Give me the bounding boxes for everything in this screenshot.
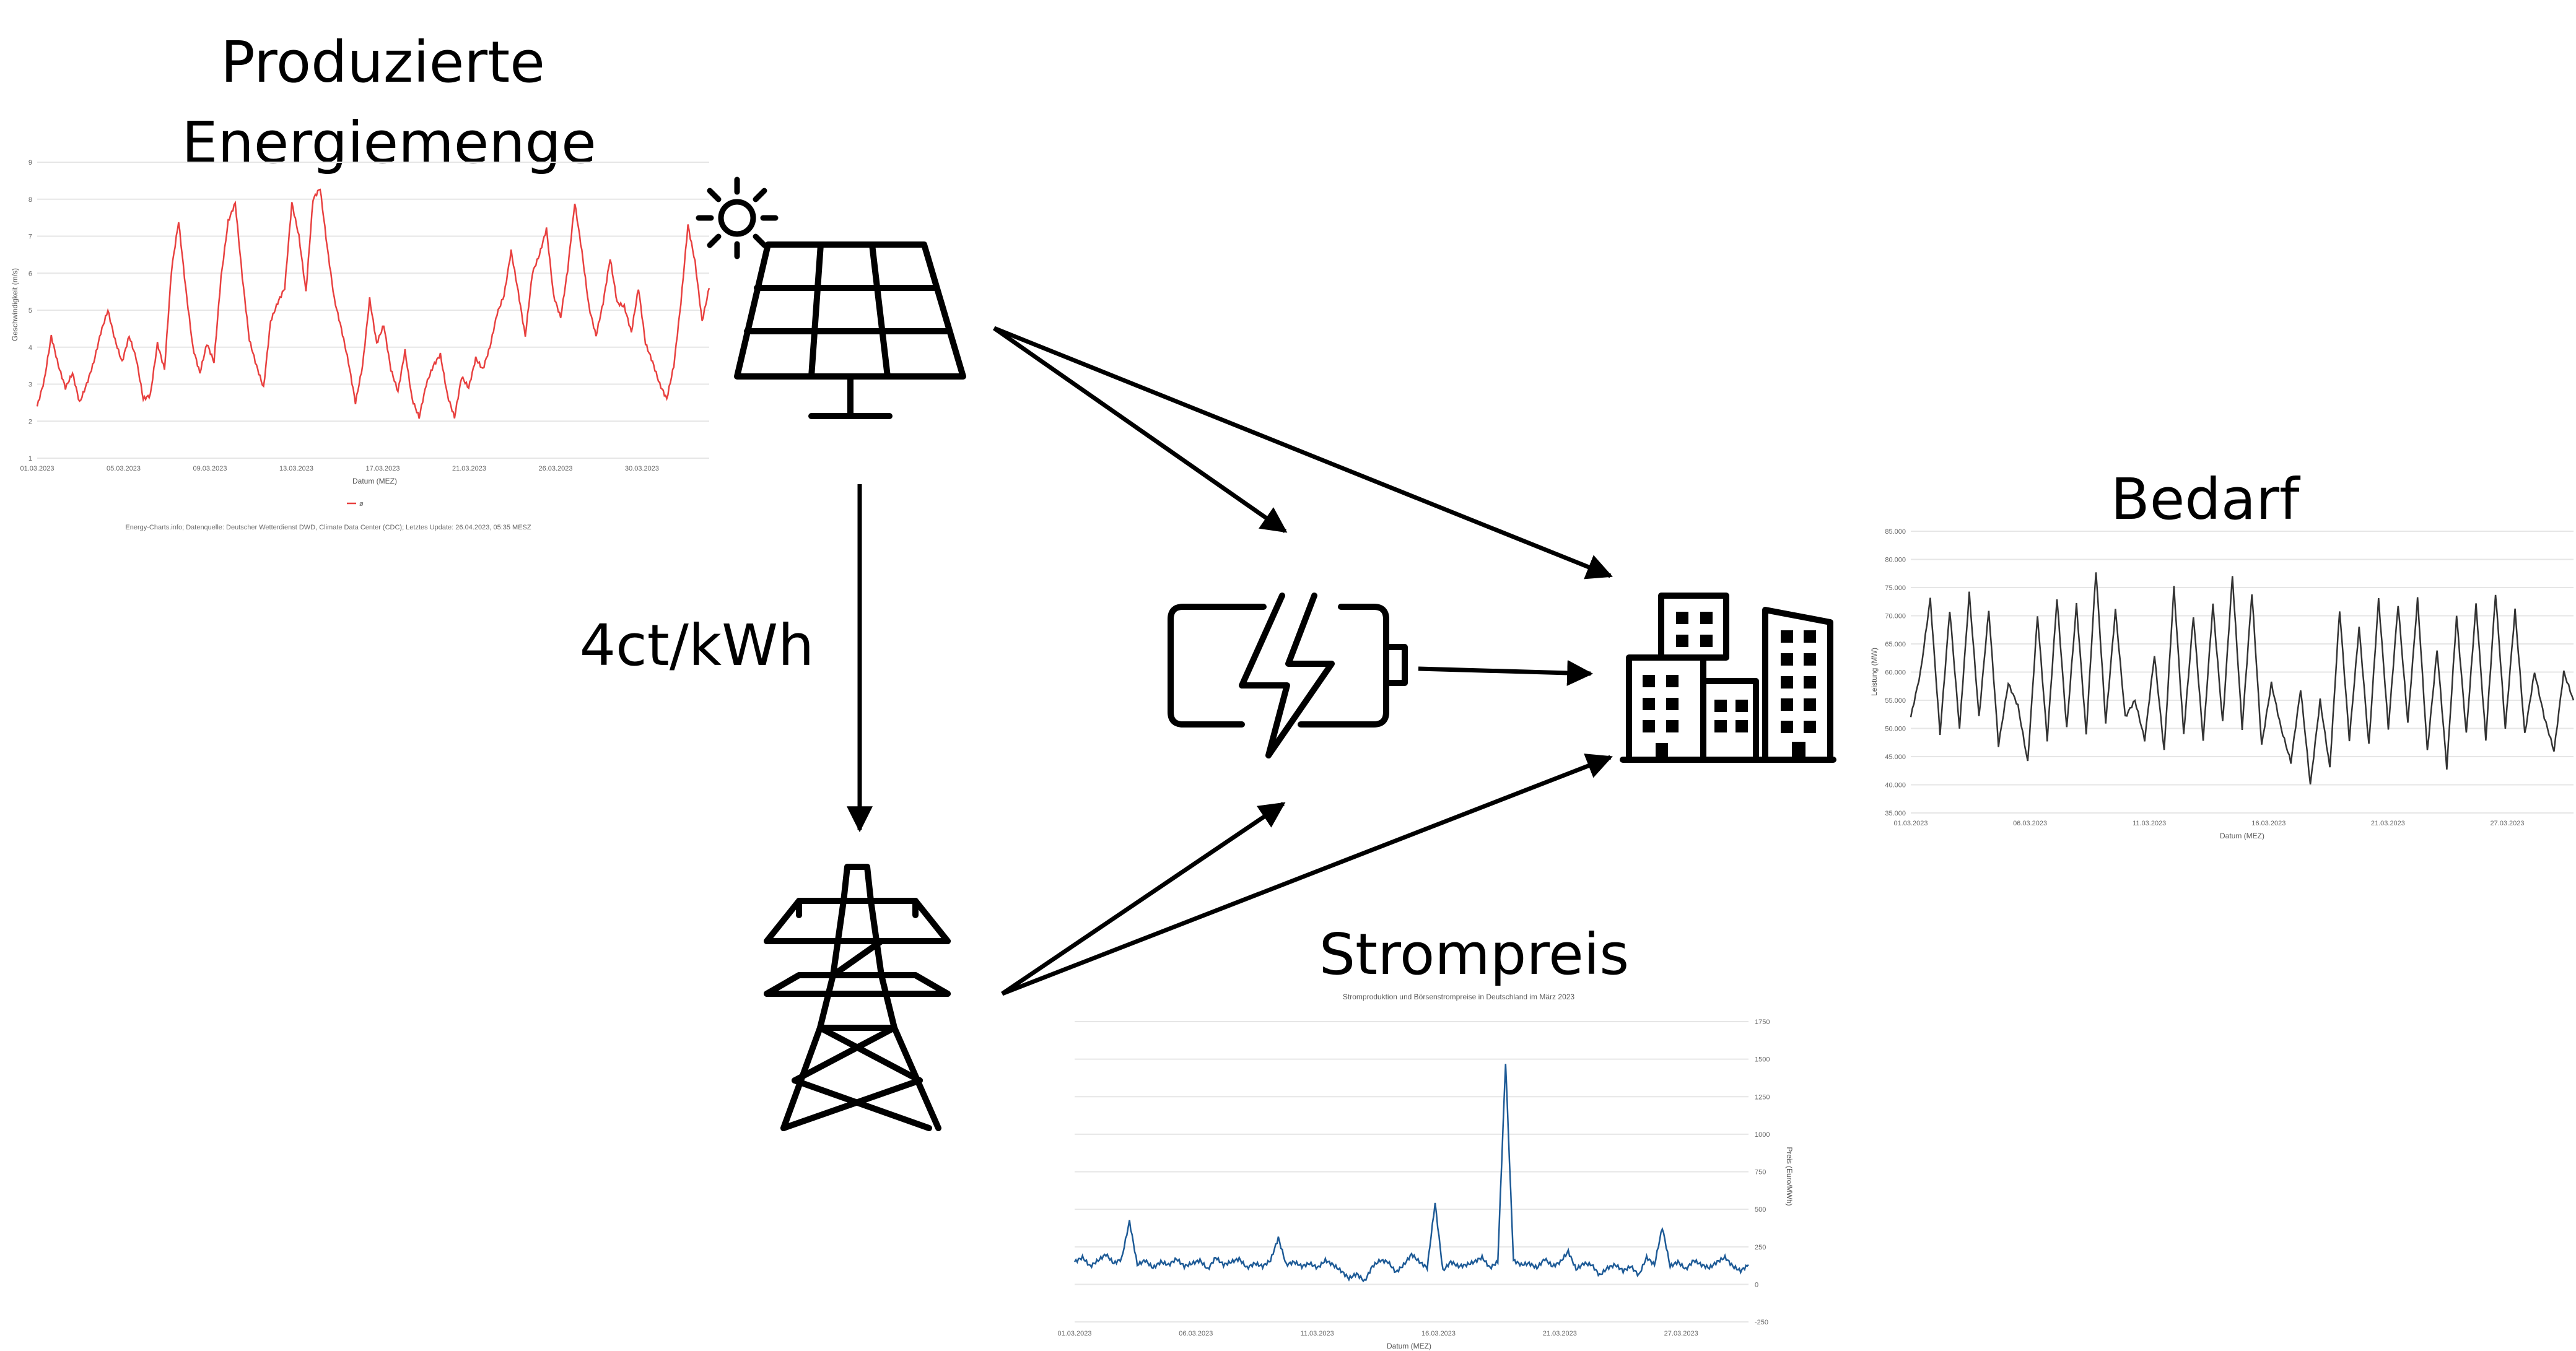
flow-arrows [847, 326, 1613, 996]
demand-x-tick-label: 27.03.2023 [2490, 820, 2524, 827]
production-legend-label: ø [359, 500, 364, 508]
demand-gridlines [1911, 531, 2574, 814]
production-x-tick-label: 30.03.2023 [625, 465, 659, 472]
price-title: Strompreis [1319, 921, 1629, 988]
demand-x-tick-label: 06.03.2023 [2013, 820, 2047, 827]
arrow-solar-to-buildings [993, 326, 1613, 580]
price-y-tick-label: 500 [1755, 1206, 1766, 1214]
price-y-tick-label: 1500 [1755, 1056, 1770, 1064]
demand-x-ticks: 01.03.2023 06.03.2023 11.03.2023 16.03.2023… [1893, 820, 2524, 827]
demand-y-tick-label: 75.000 [1885, 584, 1906, 592]
demand-x-tick-label: 11.03.2023 [2133, 820, 2166, 827]
sun-icon [696, 176, 779, 259]
price-y-tick-label: 1250 [1755, 1093, 1770, 1101]
power-tower-icon [764, 864, 951, 1131]
production-title-line2: Energiemenge [181, 110, 596, 176]
demand-y-tick-label: 55.000 [1885, 697, 1906, 705]
demand-y-tick-label: 65.000 [1885, 641, 1906, 648]
production-y-tick-label: 1 [28, 455, 32, 463]
price-x-axis-label: Datum (MEZ) [1387, 1342, 1431, 1350]
production-y-tick-label: 7 [28, 233, 32, 241]
production-x-tick-label: 21.03.2023 [452, 465, 486, 472]
production-y-axis-label: Geschwindigkeit (m/s) [11, 268, 19, 341]
price-x-tick-label: 06.03.2023 [1179, 1330, 1213, 1337]
demand-y-ticks: 35.000 40.000 45.000 50.000 55.000 60.000 65.0… [1885, 528, 1906, 817]
production-chart: 1 2 3 4 5 6 7 8 9 01.03.2023 05.03.2023 09.03.2023… [11, 159, 710, 531]
price-x-tick-label: 11.03.2023 [1301, 1330, 1334, 1337]
price-y-ticks: -250 0 250 500 750 1000 1250 1500 1750 [1755, 1019, 1770, 1326]
production-y-ticks: 1 2 3 4 5 6 7 8 9 [28, 159, 32, 463]
production-y-tick-label: 9 [28, 159, 32, 167]
price-y-tick-label: 750 [1755, 1169, 1766, 1176]
production-x-tick-label: 09.03.2023 [193, 465, 227, 472]
demand-title: Bedarf [2111, 466, 2301, 532]
price-series-line [1073, 1064, 1749, 1283]
price-y-tick-label: -250 [1755, 1319, 1768, 1326]
demand-y-tick-label: 35.000 [1885, 810, 1906, 817]
arrow-grid-to-battery [1001, 802, 1286, 996]
production-gridlines [37, 162, 709, 459]
price-x-tick-label: 27.03.2023 [1664, 1330, 1698, 1337]
production-x-tick-label: 01.03.2023 [20, 465, 54, 472]
demand-series-line [1910, 572, 2575, 784]
production-y-tick-label: 8 [28, 196, 32, 204]
demand-y-tick-label: 45.000 [1885, 754, 1906, 761]
demand-x-tick-label: 21.03.2023 [2371, 820, 2405, 827]
demand-y-tick-label: 50.000 [1885, 726, 1906, 733]
price-chart-title: Stromproduktion und Börsenstrompreise in… [1343, 993, 1575, 1001]
demand-x-axis-label: Datum (MEZ) [2220, 832, 2264, 840]
price-y-tick-label: 250 [1755, 1244, 1766, 1251]
price-chart: Stromproduktion und Börsenstrompreise in… [1057, 993, 1794, 1350]
demand-y-tick-label: 80.000 [1885, 557, 1906, 564]
demand-y-tick-label: 70.000 [1885, 613, 1906, 620]
price-x-ticks: 01.03.2023 06.03.2023 11.03.2023 16.03.2023… [1057, 1330, 1698, 1337]
price-x-tick-label: 21.03.2023 [1543, 1330, 1577, 1337]
demand-x-tick-label: 01.03.2023 [1893, 820, 1928, 827]
production-x-axis-label: Datum (MEZ) [352, 477, 397, 485]
demand-x-tick-label: 16.03.2023 [2251, 820, 2286, 827]
production-y-tick-label: 3 [28, 381, 32, 389]
production-x-tick-label: 13.03.2023 [279, 465, 313, 472]
price-x-tick-label: 01.03.2023 [1057, 1330, 1091, 1337]
price-gridlines [1075, 1021, 1749, 1323]
solar-panel-icon [734, 241, 966, 419]
arrow-battery-to-buildings [1418, 659, 1594, 686]
production-x-tick-label: 26.03.2023 [538, 465, 572, 472]
production-x-tick-label: 05.03.2023 [107, 465, 141, 472]
demand-y-tick-label: 40.000 [1885, 782, 1906, 789]
production-x-ticks: 01.03.2023 05.03.2023 09.03.2023 13.03.2023… [20, 465, 659, 472]
production-y-tick-label: 5 [28, 307, 32, 315]
battery-icon [1168, 593, 1408, 758]
demand-y-axis-label: Leistung (MW) [1870, 648, 1879, 696]
price-y-tick-label: 1750 [1755, 1019, 1770, 1026]
demand-y-tick-label: 60.000 [1885, 669, 1906, 677]
production-series-line [36, 188, 710, 419]
production-y-tick-label: 4 [28, 344, 32, 352]
arrow-solar-to-battery [992, 326, 1288, 533]
price-y-tick-label: 1000 [1755, 1131, 1770, 1139]
price-x-tick-label: 16.03.2023 [1421, 1330, 1456, 1337]
grid-price-label: 4ct/kWh [580, 612, 814, 679]
production-x-tick-label: 17.03.2023 [365, 465, 399, 472]
arrow-grid-to-buildings [1001, 754, 1613, 996]
demand-y-tick-label: 85.000 [1885, 528, 1906, 536]
production-y-tick-label: 6 [28, 270, 32, 277]
price-y-axis-label: Preis (Euro/MWh) [1785, 1147, 1794, 1205]
production-title-line1: Produzierte [220, 29, 545, 95]
buildings-icon [1620, 593, 1836, 763]
production-y-tick-label: 2 [28, 418, 32, 425]
demand-chart: 35.000 40.000 45.000 50.000 55.000 60.000 65.0… [1870, 528, 2575, 840]
production-source-note: Energy-Charts.info; Datenquelle: Deutsch… [125, 524, 531, 531]
price-y-tick-label: 0 [1755, 1281, 1758, 1288]
